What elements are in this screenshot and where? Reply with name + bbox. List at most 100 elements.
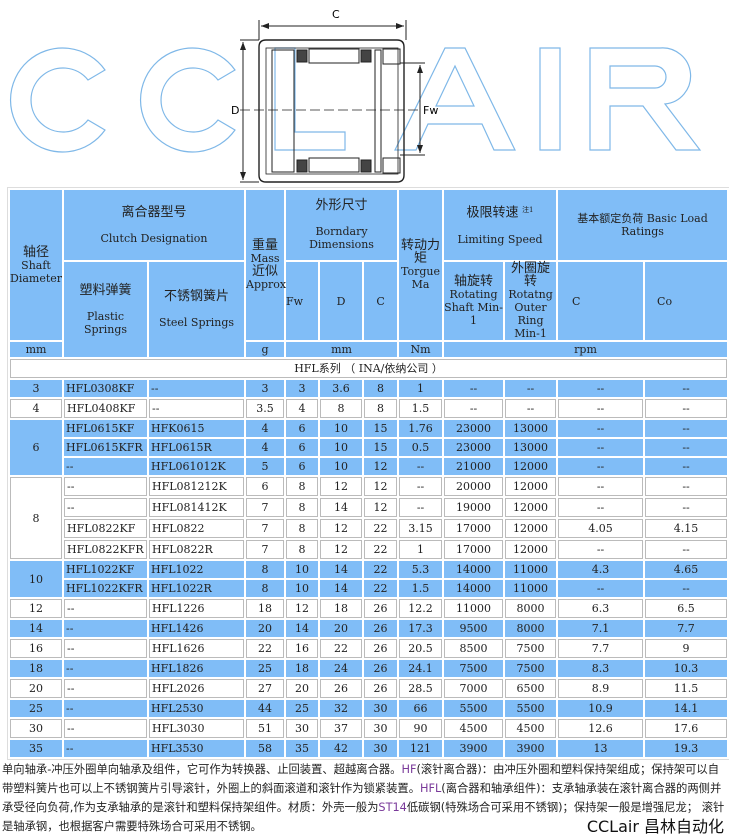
table-cell: 17000 — [444, 519, 504, 538]
table-cell: -- — [64, 660, 147, 677]
table-cell: -- — [645, 420, 728, 437]
table-cell: 14 — [320, 498, 363, 517]
table-cell: HFL1022KFR — [64, 580, 147, 597]
header-dimensions: 外形尺寸 Borndary Dimensions — [286, 190, 398, 260]
table-cell: HFL0408KF — [64, 399, 147, 418]
table-cell: 23000 — [444, 439, 504, 456]
table-cell: 3 — [286, 380, 319, 397]
table-row: HFL1022KFR HFL1022R 8 10 14 22 1.5 14000 11000 --… — [10, 580, 728, 597]
table-cell: 12 — [320, 519, 363, 538]
header-load-co: Co — [645, 262, 728, 340]
table-cell: 4.05 — [558, 519, 644, 538]
table-cell: 66 — [399, 700, 443, 717]
table-cell: 8 — [364, 380, 398, 397]
table-cell: -- — [645, 540, 728, 559]
table-cell: -- — [558, 380, 644, 397]
table-cell: 90 — [399, 719, 443, 738]
shaft-diameter-cell: 30 — [10, 719, 62, 738]
table-cell: -- — [558, 580, 644, 597]
table-cell: 0.5 — [399, 439, 443, 456]
table-cell: 15 — [364, 420, 398, 437]
table-cell: 11000 — [505, 580, 557, 597]
table-cell: 17.6 — [645, 719, 728, 738]
table-cell: 7.7 — [645, 620, 728, 637]
table-cell: 10.9 — [558, 700, 644, 717]
header-torque: 转动力矩 Torgue Ma — [399, 190, 443, 340]
table-cell: 58 — [246, 740, 285, 757]
table-row: 3 HFL0308KF -- 3 3 3.6 8 1 -- -- -- -- — [10, 380, 728, 397]
table-cell: 121 — [399, 740, 443, 757]
table-cell: 12 — [364, 458, 398, 475]
table-cell: 14000 — [444, 561, 504, 578]
shaft-diameter-cell: 25 — [10, 700, 62, 717]
table-cell: 10 — [320, 458, 363, 475]
table-cell: 14 — [320, 561, 363, 578]
table-cell: 8 — [246, 580, 285, 597]
unit-g: g — [246, 342, 285, 357]
table-cell: -- — [558, 540, 644, 559]
table-cell: 3.6 — [320, 380, 363, 397]
table-cell: -- — [645, 458, 728, 475]
table-row: 20 -- HFL2026 27 20 26 26 28.5 7000 6500 8.9 11.5 — [10, 679, 728, 698]
table-cell: HFL0615KF — [64, 420, 147, 437]
header-fw: Fw — [286, 262, 319, 340]
table-cell: -- — [558, 439, 644, 456]
table-row: 10 HFL1022KF HFL1022 8 10 14 22 5.3 14000 11000 4.… — [10, 561, 728, 597]
table-cell: 12.2 — [399, 599, 443, 618]
table-cell: 4.3 — [558, 561, 644, 578]
table-cell: 51 — [246, 719, 285, 738]
table-cell: HFL0822 — [149, 519, 245, 538]
table-cell: 8.3 — [558, 660, 644, 677]
table-cell: HFL0615R — [149, 439, 245, 456]
table-cell: HFL081212K — [149, 477, 245, 496]
table-cell: HFL0822KFR — [64, 540, 147, 559]
table-cell: 24 — [320, 660, 363, 677]
table-cell: 8500 — [444, 639, 504, 658]
table-cell: 22 — [246, 639, 285, 658]
table-row: 6 HFL0615KF HFK0615 4 6 10 15 1.76 23000 13000 -- -… — [10, 420, 728, 475]
unit-mm-dims: mm — [286, 342, 398, 357]
series-title: HFL系列 （ INA/依纳公司 ） — [10, 359, 728, 378]
table-cell: HFL1626 — [149, 639, 245, 658]
table-cell: 18 — [320, 599, 363, 618]
table-cell: 12.6 — [558, 719, 644, 738]
table-cell: -- — [149, 380, 245, 397]
table-cell: 8 — [286, 477, 319, 496]
table-row: 4 HFL0408KF -- 3.5 4 8 8 1.5 -- -- -- -- — [10, 399, 728, 418]
table-cell: 35 — [286, 740, 319, 757]
table-cell: -- — [64, 639, 147, 658]
table-cell: 1.5 — [399, 399, 443, 418]
header-rot-shaft: 轴旋转 Rotating Shaft Min-1 — [444, 262, 504, 340]
table-cell: 12000 — [505, 540, 557, 559]
table-cell: 7000 — [444, 679, 504, 698]
table-cell: -- — [64, 700, 147, 717]
table-row: HFL0822KF HFL0822 7 8 12 22 3.15 17000 12000 4.05… — [10, 519, 728, 538]
table-cell: HFL1826 — [149, 660, 245, 677]
table-cell: 11000 — [444, 599, 504, 618]
table-cell: 25 — [286, 700, 319, 717]
label-d: D — [231, 104, 239, 117]
product-description: 单向轴承-冲压外圈单向轴承及组件，它可作为转换器、止回装置、超越离合器。HF(滚… — [2, 760, 728, 836]
table-cell: HFL0822KF — [64, 519, 147, 538]
table-cell: 12 — [320, 540, 363, 559]
table-cell: 4500 — [444, 719, 504, 738]
table-cell: -- — [399, 498, 443, 517]
table-cell: -- — [149, 399, 245, 418]
table-cell: 26 — [364, 660, 398, 677]
table-cell: -- — [558, 477, 644, 496]
table-cell: 18 — [246, 599, 285, 618]
table-cell: 6.3 — [558, 599, 644, 618]
table-cell: 8000 — [505, 599, 557, 618]
table-cell: HFL2530 — [149, 700, 245, 717]
header-steel: 不锈钢簧片 Steel Springs — [149, 262, 245, 357]
table-cell: 26 — [364, 599, 398, 618]
table-cell: 30 — [286, 719, 319, 738]
unit-nm: Nm — [399, 342, 443, 357]
table-cell: 8 — [286, 519, 319, 538]
table-cell: HFL1226 — [149, 599, 245, 618]
table-cell: 4.15 — [645, 519, 728, 538]
table-cell: -- — [64, 620, 147, 637]
table-cell: 22 — [320, 639, 363, 658]
table-cell: HFL1022KF — [64, 561, 147, 578]
shaft-diameter-cell: 4 — [10, 399, 62, 418]
